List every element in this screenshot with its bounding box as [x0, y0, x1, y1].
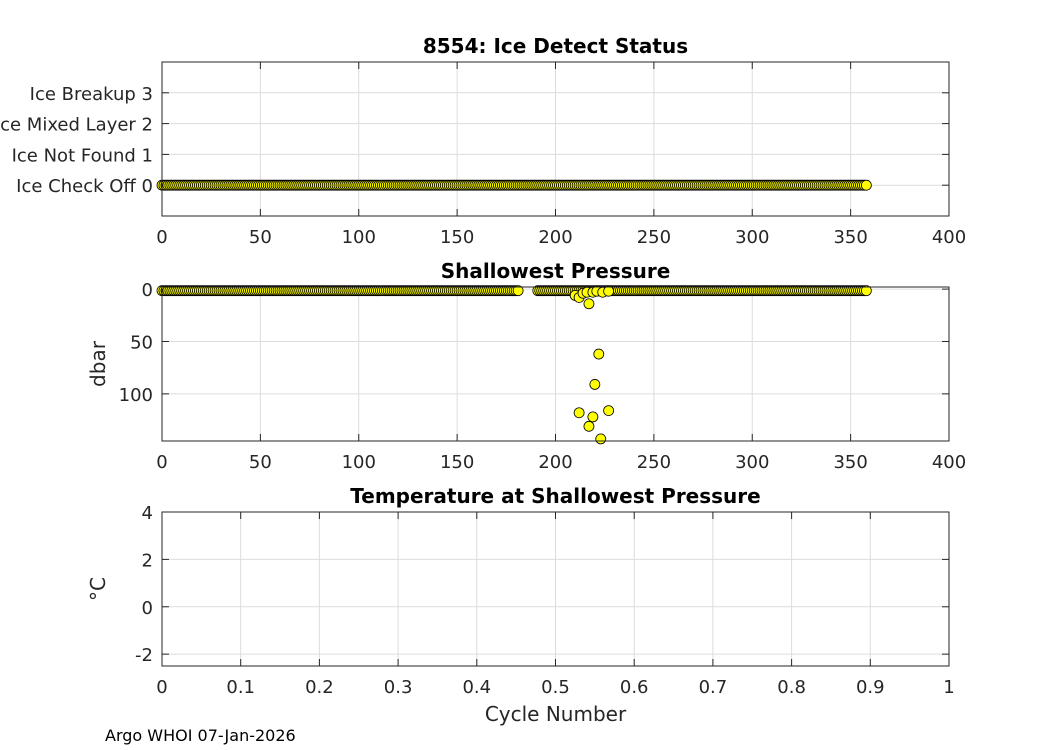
x-axis-label: Cycle Number — [485, 702, 627, 726]
deep-pressures-point — [603, 285, 615, 297]
surface-pressures-point — [512, 285, 524, 297]
x-tick-label: 100 — [342, 227, 376, 248]
y-tick-label: 0 — [142, 280, 153, 301]
x-tick-label: 250 — [637, 452, 671, 473]
x-tick-label: 200 — [538, 227, 572, 248]
chart-title: 8554: Ice Detect Status — [423, 34, 688, 58]
chart-title: Temperature at Shallowest Pressure — [350, 484, 760, 508]
x-tick-label: 0.1 — [226, 677, 255, 698]
footer-text: Argo WHOI 07-Jan-2026 — [105, 726, 296, 745]
x-tick-label: 150 — [440, 452, 474, 473]
ice-detect-status-point — [860, 179, 872, 191]
x-tick-label: 0.8 — [777, 677, 806, 698]
y-tick-label: 100 — [119, 385, 153, 406]
ice-detect-status-panel: 0 50 100 150 200 250 300 350 400 Ice Check Off 0 I… — [0, 34, 966, 248]
x-tick-label: 0 — [156, 452, 167, 473]
x-tick-label: 50 — [249, 452, 272, 473]
x-tick-label: 0 — [156, 227, 167, 248]
x-tick-label: 0.4 — [462, 677, 491, 698]
x-tick-label: 0 — [156, 677, 167, 698]
x-tick-label: 400 — [932, 452, 966, 473]
deep-pressures-point — [573, 407, 585, 419]
x-tick-label: 0.2 — [305, 677, 334, 698]
y-tick-label: Ice Breakup 3 — [30, 84, 153, 105]
axes-box — [161, 511, 950, 667]
x-tick-label: 250 — [637, 227, 671, 248]
deep-pressures-point — [603, 405, 615, 417]
x-tick-label: 0.5 — [541, 677, 570, 698]
y-axis-label: dbar — [86, 340, 110, 387]
y-tick-label: 2 — [142, 550, 153, 571]
x-tick-label: 1 — [943, 677, 954, 698]
y-axis-label: °C — [86, 577, 110, 601]
x-tick-label: 0.9 — [856, 677, 885, 698]
deep-pressures-point — [583, 420, 595, 432]
x-tick-label: 200 — [538, 452, 572, 473]
x-tick-label: 350 — [833, 227, 867, 248]
x-tick-label: 100 — [342, 452, 376, 473]
axes-box — [161, 61, 950, 217]
shallowest-pressure-panel: 0 50 100 150 200 250 300 350 400 0 50 100 Shallowest… — [86, 259, 966, 473]
chart-title: Shallowest Pressure — [441, 259, 671, 283]
x-tick-label: 300 — [735, 227, 769, 248]
y-tick-label: Ice Mixed Layer 2 — [0, 115, 153, 136]
x-tick-label: 400 — [932, 227, 966, 248]
deep-pressures-point — [593, 348, 605, 360]
surface-pressures-point — [860, 285, 872, 297]
deep-pressures-point — [595, 433, 607, 445]
y-tick-label: -2 — [135, 645, 153, 666]
y-tick-label: Ice Not Found 1 — [12, 145, 153, 166]
x-tick-label: 0.6 — [620, 677, 649, 698]
x-tick-label: 0.3 — [384, 677, 413, 698]
x-tick-label: 50 — [249, 227, 272, 248]
x-tick-label: 150 — [440, 227, 474, 248]
x-tick-label: 0.7 — [699, 677, 728, 698]
deep-pressures-point — [587, 411, 599, 423]
deep-pressures-point — [589, 379, 601, 390]
y-tick-label: 0 — [142, 598, 153, 619]
x-tick-label: 350 — [833, 452, 867, 473]
y-tick-label: Ice Check Off 0 — [16, 176, 153, 197]
x-tick-label: 300 — [735, 452, 769, 473]
y-tick-label: 50 — [130, 332, 153, 353]
deep-pressures-point — [583, 298, 595, 310]
temperature-panel: 0 0.1 0.2 0.3 0.4 0.5 0.6 0.7 0.8 0.9 1-2024Temper… — [86, 484, 955, 726]
y-tick-label: 4 — [142, 503, 153, 524]
axes-box — [161, 286, 950, 442]
